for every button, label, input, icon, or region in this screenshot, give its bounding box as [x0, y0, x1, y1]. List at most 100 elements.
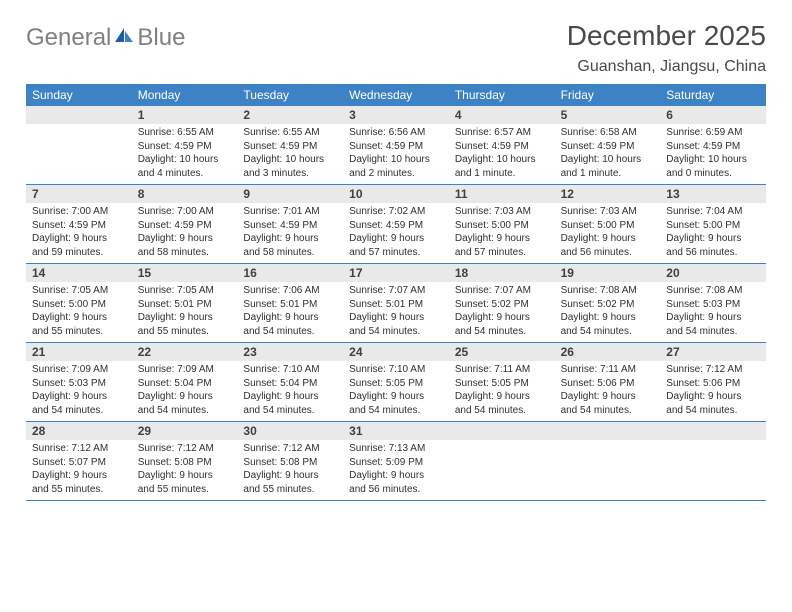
daylight-line: Daylight: 9 hours and 54 minutes.	[243, 390, 337, 417]
sunrise-line: Sunrise: 7:05 AM	[138, 284, 232, 298]
sunrise-line: Sunrise: 7:07 AM	[349, 284, 443, 298]
day-cell: 31Sunrise: 7:13 AMSunset: 5:09 PMDayligh…	[343, 422, 449, 500]
day-number: 6	[660, 106, 766, 124]
sunset-line: Sunset: 4:59 PM	[243, 219, 337, 233]
daylight-line: Daylight: 9 hours and 59 minutes.	[32, 232, 126, 259]
day-content: Sunrise: 7:09 AMSunset: 5:04 PMDaylight:…	[132, 361, 238, 421]
calendar-week: 1Sunrise: 6:55 AMSunset: 4:59 PMDaylight…	[26, 106, 766, 185]
day-content: Sunrise: 6:56 AMSunset: 4:59 PMDaylight:…	[343, 124, 449, 184]
day-content: Sunrise: 6:59 AMSunset: 4:59 PMDaylight:…	[660, 124, 766, 184]
day-number: 3	[343, 106, 449, 124]
sunset-line: Sunset: 5:00 PM	[561, 219, 655, 233]
day-content: Sunrise: 7:10 AMSunset: 5:04 PMDaylight:…	[237, 361, 343, 421]
daylight-line: Daylight: 9 hours and 54 minutes.	[138, 390, 232, 417]
day-number: 30	[237, 422, 343, 440]
sunrise-line: Sunrise: 7:11 AM	[455, 363, 549, 377]
sunrise-line: Sunrise: 7:12 AM	[32, 442, 126, 456]
day-cell: 12Sunrise: 7:03 AMSunset: 5:00 PMDayligh…	[555, 185, 661, 263]
day-number: 9	[237, 185, 343, 203]
day-cell	[555, 422, 661, 500]
day-number: 28	[26, 422, 132, 440]
daylight-line: Daylight: 9 hours and 55 minutes.	[138, 469, 232, 496]
day-cell: 11Sunrise: 7:03 AMSunset: 5:00 PMDayligh…	[449, 185, 555, 263]
day-cell: 14Sunrise: 7:05 AMSunset: 5:00 PMDayligh…	[26, 264, 132, 342]
day-number: 1	[132, 106, 238, 124]
sunset-line: Sunset: 5:00 PM	[455, 219, 549, 233]
sunrise-line: Sunrise: 7:07 AM	[455, 284, 549, 298]
sunset-line: Sunset: 4:59 PM	[561, 140, 655, 154]
sunset-line: Sunset: 5:02 PM	[455, 298, 549, 312]
day-number: 7	[26, 185, 132, 203]
daylight-line: Daylight: 10 hours and 3 minutes.	[243, 153, 337, 180]
sunrise-line: Sunrise: 6:55 AM	[138, 126, 232, 140]
daylight-line: Daylight: 10 hours and 2 minutes.	[349, 153, 443, 180]
day-content: Sunrise: 7:05 AMSunset: 5:00 PMDaylight:…	[26, 282, 132, 342]
sunset-line: Sunset: 5:01 PM	[138, 298, 232, 312]
day-number: 21	[26, 343, 132, 361]
sunset-line: Sunset: 4:59 PM	[666, 140, 760, 154]
daylight-line: Daylight: 10 hours and 1 minute.	[455, 153, 549, 180]
day-content: Sunrise: 7:12 AMSunset: 5:08 PMDaylight:…	[132, 440, 238, 500]
day-cell	[26, 106, 132, 184]
day-content: Sunrise: 7:05 AMSunset: 5:01 PMDaylight:…	[132, 282, 238, 342]
day-number: 2	[237, 106, 343, 124]
day-cell: 6Sunrise: 6:59 AMSunset: 4:59 PMDaylight…	[660, 106, 766, 184]
day-content: Sunrise: 6:58 AMSunset: 4:59 PMDaylight:…	[555, 124, 661, 184]
day-content	[555, 440, 661, 446]
day-number: 25	[449, 343, 555, 361]
weekday-header: Wednesday	[343, 84, 449, 106]
sunrise-line: Sunrise: 7:06 AM	[243, 284, 337, 298]
sunset-line: Sunset: 4:59 PM	[349, 140, 443, 154]
sunrise-line: Sunrise: 7:13 AM	[349, 442, 443, 456]
daylight-line: Daylight: 9 hours and 54 minutes.	[243, 311, 337, 338]
sunset-line: Sunset: 5:08 PM	[138, 456, 232, 470]
daylight-line: Daylight: 9 hours and 54 minutes.	[455, 390, 549, 417]
day-number: 24	[343, 343, 449, 361]
day-content	[26, 124, 132, 130]
logo: General Blue	[26, 24, 185, 52]
day-cell: 26Sunrise: 7:11 AMSunset: 5:06 PMDayligh…	[555, 343, 661, 421]
day-cell: 28Sunrise: 7:12 AMSunset: 5:07 PMDayligh…	[26, 422, 132, 500]
daylight-line: Daylight: 9 hours and 56 minutes.	[666, 232, 760, 259]
sunset-line: Sunset: 5:00 PM	[666, 219, 760, 233]
sunset-line: Sunset: 5:04 PM	[243, 377, 337, 391]
day-number: 17	[343, 264, 449, 282]
weekday-header-row: Sunday Monday Tuesday Wednesday Thursday…	[26, 84, 766, 106]
day-content: Sunrise: 7:03 AMSunset: 5:00 PMDaylight:…	[555, 203, 661, 263]
logo-word-1: General	[26, 24, 111, 52]
sunrise-line: Sunrise: 7:01 AM	[243, 205, 337, 219]
calendar-grid: Sunday Monday Tuesday Wednesday Thursday…	[26, 84, 766, 501]
day-cell: 1Sunrise: 6:55 AMSunset: 4:59 PMDaylight…	[132, 106, 238, 184]
daylight-line: Daylight: 9 hours and 58 minutes.	[243, 232, 337, 259]
calendar-week: 21Sunrise: 7:09 AMSunset: 5:03 PMDayligh…	[26, 343, 766, 422]
day-cell: 19Sunrise: 7:08 AMSunset: 5:02 PMDayligh…	[555, 264, 661, 342]
day-number: 19	[555, 264, 661, 282]
day-number: 26	[555, 343, 661, 361]
day-content: Sunrise: 7:12 AMSunset: 5:06 PMDaylight:…	[660, 361, 766, 421]
day-cell: 15Sunrise: 7:05 AMSunset: 5:01 PMDayligh…	[132, 264, 238, 342]
sunset-line: Sunset: 5:02 PM	[561, 298, 655, 312]
sunrise-line: Sunrise: 7:12 AM	[666, 363, 760, 377]
header: General Blue December 2025 Guanshan, Jia…	[26, 20, 766, 76]
sunset-line: Sunset: 5:05 PM	[349, 377, 443, 391]
sunrise-line: Sunrise: 7:08 AM	[561, 284, 655, 298]
day-number: 27	[660, 343, 766, 361]
weekday-header: Saturday	[660, 84, 766, 106]
day-cell: 9 Sunrise: 7:01 AMSunset: 4:59 PMDaylight…	[237, 185, 343, 263]
sunset-line: Sunset: 5:06 PM	[561, 377, 655, 391]
sunset-line: Sunset: 5:08 PM	[243, 456, 337, 470]
sunrise-line: Sunrise: 7:00 AM	[32, 205, 126, 219]
day-number: 4	[449, 106, 555, 124]
sunrise-line: Sunrise: 7:10 AM	[349, 363, 443, 377]
day-cell: 13Sunrise: 7:04 AMSunset: 5:00 PMDayligh…	[660, 185, 766, 263]
daylight-line: Daylight: 9 hours and 55 minutes.	[32, 311, 126, 338]
sunrise-line: Sunrise: 7:04 AM	[666, 205, 760, 219]
sunset-line: Sunset: 5:07 PM	[32, 456, 126, 470]
day-content: Sunrise: 7:11 AMSunset: 5:05 PMDaylight:…	[449, 361, 555, 421]
day-cell: 30Sunrise: 7:12 AMSunset: 5:08 PMDayligh…	[237, 422, 343, 500]
day-content: Sunrise: 7:07 AMSunset: 5:02 PMDaylight:…	[449, 282, 555, 342]
day-content	[660, 440, 766, 446]
weekday-header: Thursday	[449, 84, 555, 106]
logo-word-2: Blue	[137, 24, 185, 52]
sunset-line: Sunset: 4:59 PM	[349, 219, 443, 233]
